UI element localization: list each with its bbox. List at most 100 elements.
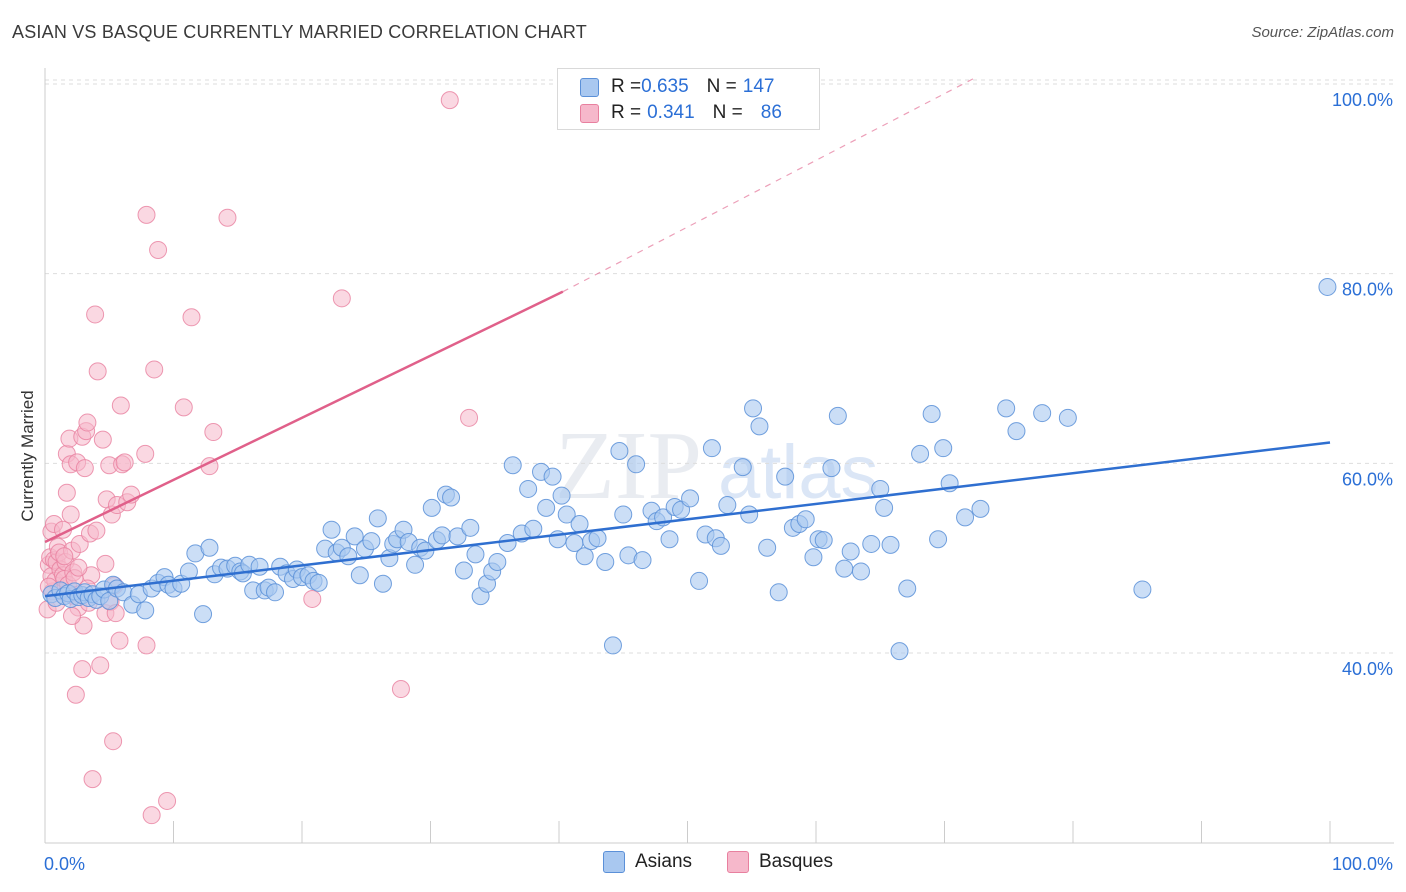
asian-point xyxy=(804,548,823,567)
chart-source: Source: ZipAtlas.com xyxy=(1251,24,1394,41)
asian-point xyxy=(922,405,941,424)
legend-item-basques: Basques xyxy=(727,851,833,873)
asian-point xyxy=(690,571,709,590)
basque-point xyxy=(440,91,459,110)
asian-point xyxy=(543,467,562,486)
basques-r-value: 0.341 xyxy=(647,102,695,123)
basque-point xyxy=(136,444,155,463)
basque-point xyxy=(303,589,322,608)
asian-point xyxy=(194,605,213,624)
asian-point xyxy=(406,555,425,574)
basque-point xyxy=(69,558,88,577)
asian-point xyxy=(442,488,461,507)
asian-point xyxy=(956,508,975,527)
asian-point xyxy=(758,538,777,557)
asian-point xyxy=(1007,422,1026,441)
basque-point xyxy=(174,398,193,417)
legend-item-asians: Asians xyxy=(603,851,692,873)
asian-point xyxy=(433,526,452,545)
asian-point xyxy=(796,510,815,529)
asian-point xyxy=(345,527,364,546)
asian-point xyxy=(339,547,358,566)
basque-point xyxy=(204,423,223,442)
asians-n-value: 147 xyxy=(742,76,775,97)
trendlines xyxy=(44,77,1331,598)
asian-point xyxy=(718,496,737,515)
legend-asians-label: Asians xyxy=(635,851,693,872)
asian-point xyxy=(200,538,219,557)
asian-point xyxy=(1133,580,1152,599)
y-axis-label: Currently Married xyxy=(18,390,37,522)
asian-point xyxy=(633,551,652,570)
basques-n-value: 86 xyxy=(760,102,782,123)
asian-point xyxy=(740,505,759,524)
asian-point xyxy=(362,532,381,551)
asian-point xyxy=(1318,277,1337,296)
basque-point xyxy=(158,791,177,810)
asian-point xyxy=(875,498,894,517)
asian-point xyxy=(627,455,646,474)
asian-point xyxy=(1033,404,1052,423)
basque-point xyxy=(137,636,156,655)
asian-point xyxy=(971,499,990,518)
basques-n-label: N = xyxy=(712,102,743,123)
asian-point xyxy=(898,579,917,598)
asian-point xyxy=(881,535,900,554)
asian-point xyxy=(588,529,607,548)
asians-r-label: R = xyxy=(611,76,642,97)
basque-point xyxy=(83,770,102,789)
asian-point xyxy=(929,530,948,549)
series-legend: Asians Basques xyxy=(0,851,1406,877)
asian-point xyxy=(524,519,543,538)
asian-point xyxy=(835,559,854,578)
asian-point xyxy=(733,458,752,477)
basque-point xyxy=(75,459,94,478)
asian-point xyxy=(750,417,769,436)
y-tick-label: 60.0% xyxy=(1342,469,1393,489)
basque-point xyxy=(61,505,80,524)
asian-point xyxy=(570,515,589,534)
asian-point xyxy=(350,566,369,585)
basque-point xyxy=(87,521,106,540)
asian-point xyxy=(841,542,860,561)
tick-labels: 40.0% 60.0% 80.0% 100.0% 0.0% 100.0% xyxy=(44,90,1393,874)
basques-swatch xyxy=(580,103,599,123)
asian-point xyxy=(266,583,285,602)
basque-point xyxy=(149,240,168,259)
asian-point xyxy=(461,518,480,537)
asian-point xyxy=(744,399,763,418)
asian-point xyxy=(596,552,615,571)
basque-point xyxy=(142,806,161,825)
asian-point xyxy=(614,505,633,524)
basque-point xyxy=(88,362,107,381)
basque-point xyxy=(115,453,134,472)
asian-trendline xyxy=(44,441,1331,598)
legend-basques-swatch xyxy=(727,851,749,873)
asian-point xyxy=(997,399,1016,418)
basque-point xyxy=(96,554,115,573)
basque-point xyxy=(145,360,164,379)
asian-point xyxy=(136,601,155,620)
stats-row-basques: R = 0.341 N = 86 xyxy=(580,101,782,125)
basque-point xyxy=(78,413,97,432)
basques-r-label: R = xyxy=(611,102,642,123)
asian-point xyxy=(610,442,629,461)
basque-point xyxy=(57,483,76,502)
basque-point xyxy=(182,308,201,327)
asian-point xyxy=(890,642,909,661)
basque-point xyxy=(86,305,105,324)
asian-point xyxy=(557,505,576,524)
axes xyxy=(44,68,1394,844)
stats-row-asians: R = 0.635 N = 147 xyxy=(580,75,774,99)
basque-point xyxy=(66,685,85,704)
basque-point xyxy=(62,607,81,626)
asians-swatch xyxy=(580,77,599,97)
asian-point xyxy=(519,479,538,498)
y-tick-label: 80.0% xyxy=(1342,280,1393,300)
asian-point xyxy=(862,534,881,553)
asian-point xyxy=(769,583,788,602)
basque-point xyxy=(391,680,410,699)
asians-n-label: N = xyxy=(706,76,737,97)
y-tick-label: 40.0% xyxy=(1342,659,1393,679)
